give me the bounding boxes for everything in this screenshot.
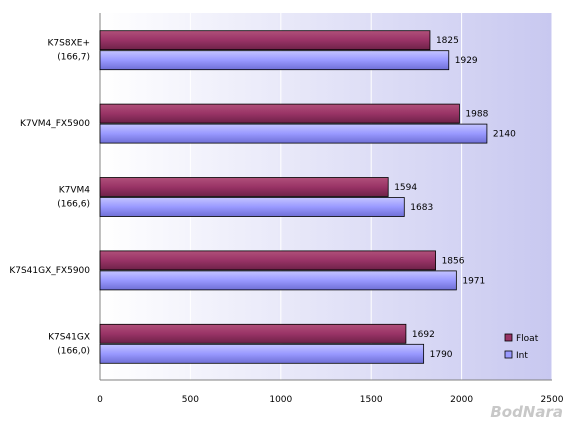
- x-tick-label: 1000: [269, 395, 292, 405]
- bar-int-3: [99, 270, 457, 291]
- x-tick-label: 0: [97, 395, 103, 405]
- category-label: (166,6): [57, 200, 90, 210]
- bar-float-3: [99, 250, 436, 271]
- x-tick-label: 500: [182, 395, 199, 405]
- category-label: K7S8XE+: [48, 39, 90, 49]
- category-label: K7VM4_FX5900: [20, 119, 90, 129]
- bar-float-0: [99, 30, 431, 51]
- category-labels-group: K7S8XE+ (166,7) K7VM4_FX5900 K7VM4 (166,6) K7…: [9, 39, 90, 357]
- data-label-int: 1790: [430, 350, 453, 360]
- category-label: (166,0): [57, 346, 90, 356]
- bar-int-2: [99, 197, 405, 217]
- legend-swatch-float: [504, 333, 513, 342]
- legend: Float Int: [504, 333, 539, 361]
- bar-int-1: [99, 123, 488, 144]
- data-label-float: 1825: [436, 36, 459, 46]
- data-label-int: 1971: [462, 276, 485, 286]
- bars-group: [99, 30, 488, 364]
- bar-float-4: [99, 323, 407, 344]
- category-label: K7VM4: [59, 186, 91, 196]
- bar-float-2: [99, 177, 389, 197]
- category-label: K7S41GX: [48, 332, 90, 342]
- data-label-float: 1594: [394, 183, 417, 193]
- legend-label-int: Int: [516, 351, 528, 361]
- watermark-logo: BodNara: [490, 403, 563, 421]
- category-label: K7S41GX_FX5900: [9, 266, 90, 276]
- data-label-float: 1856: [442, 256, 465, 266]
- data-label-int: 1929: [455, 56, 478, 66]
- data-label-int: 2140: [493, 130, 516, 140]
- bar-float-1: [99, 103, 460, 124]
- data-label-float: 1988: [465, 110, 488, 120]
- x-tick-label: 1500: [360, 395, 383, 405]
- x-tick-labels-group: 0 500 1000 1500 2000 2500: [97, 395, 564, 405]
- legend-swatch-int: [504, 350, 513, 359]
- bar-int-4: [99, 343, 425, 364]
- bar-int-0: [99, 50, 450, 71]
- x-tick-label: 2500: [541, 395, 564, 405]
- legend-label-float: Float: [516, 334, 539, 344]
- data-label-int: 1683: [410, 203, 433, 213]
- x-tick-label: 2000: [450, 395, 473, 405]
- data-labels-group: 1825 1929 1988 2140 1594 1683 1856 1971 1692 1790: [394, 36, 516, 360]
- category-label: (166,7): [57, 53, 90, 63]
- data-label-float: 1692: [412, 330, 435, 340]
